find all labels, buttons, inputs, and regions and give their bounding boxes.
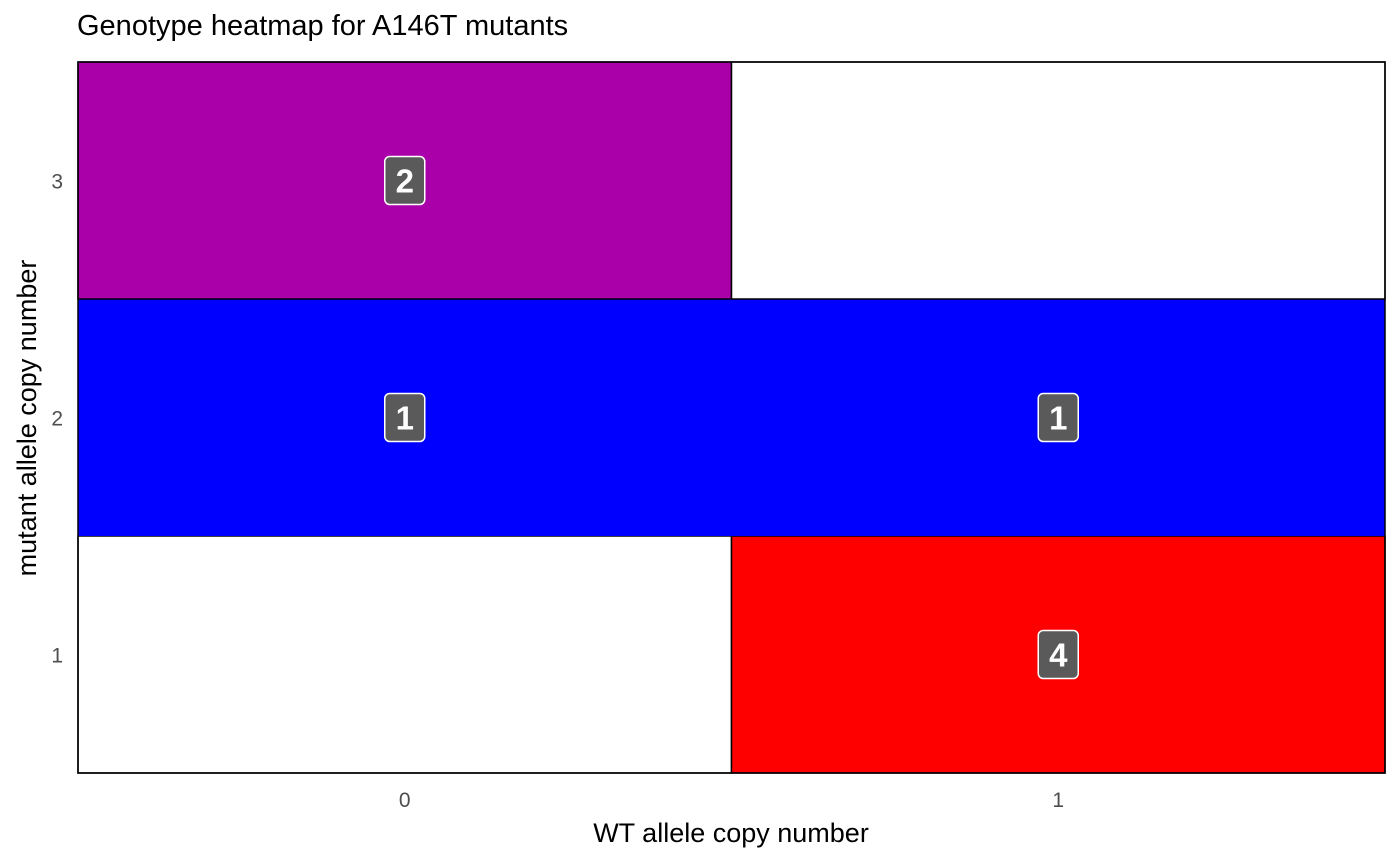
heatmap-cell-empty [730, 61, 1386, 300]
y-tick-label: 2 [51, 408, 63, 431]
cell-count-text: 1 [396, 400, 414, 437]
x-tick-label: 0 [399, 789, 411, 812]
y-axis-label: mutant allele copy number [12, 260, 42, 577]
cell-count-box [384, 155, 426, 206]
cell-count-label: 1 [1037, 392, 1079, 443]
x-tick-label: 1 [1052, 789, 1064, 812]
cell-count-box [1037, 392, 1079, 443]
y-tick-label: 3 [51, 171, 63, 194]
cell-count-box [1037, 629, 1079, 680]
cell-count-text: 4 [1049, 637, 1068, 674]
cell-count-text: 2 [396, 163, 414, 200]
cell-count-label: 1 [384, 392, 426, 443]
x-axis-label: WT allele copy number [593, 818, 869, 848]
plot-border [77, 61, 1386, 774]
y-tick-label: 1 [51, 645, 63, 668]
cell-count-text: 1 [1049, 400, 1067, 437]
chart-title: Genotype heatmap for A146T mutants [77, 10, 569, 42]
cell-count-label: 4 [1037, 629, 1079, 680]
heatmap-cell-empty [77, 535, 733, 774]
cell-count-box [384, 392, 426, 443]
cell-count-label: 2 [384, 155, 426, 206]
